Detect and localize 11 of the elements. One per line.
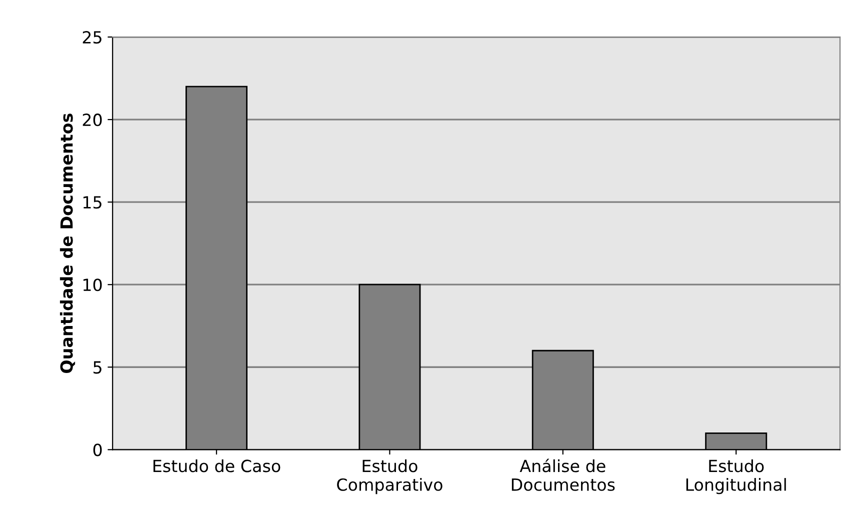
x-tick-label: Estudo Longitudinal [686, 459, 786, 494]
x-tick-label: Estudo de Caso [154, 459, 280, 472]
y-tick-label: 20 [82, 114, 102, 126]
x-tick-label: Análise de Documentos [512, 458, 615, 491]
y-tick-label: 10 [83, 278, 102, 292]
x-tick-label: Estudo Comparativo [337, 459, 442, 494]
y-tick-label: 5 [94, 361, 102, 374]
y-tick-label: 25 [82, 30, 102, 44]
y-tick-label: 0 [93, 444, 102, 456]
y-tick-label: 15 [83, 196, 102, 209]
y-axis-title: Quantidade de Documentos [60, 114, 76, 373]
